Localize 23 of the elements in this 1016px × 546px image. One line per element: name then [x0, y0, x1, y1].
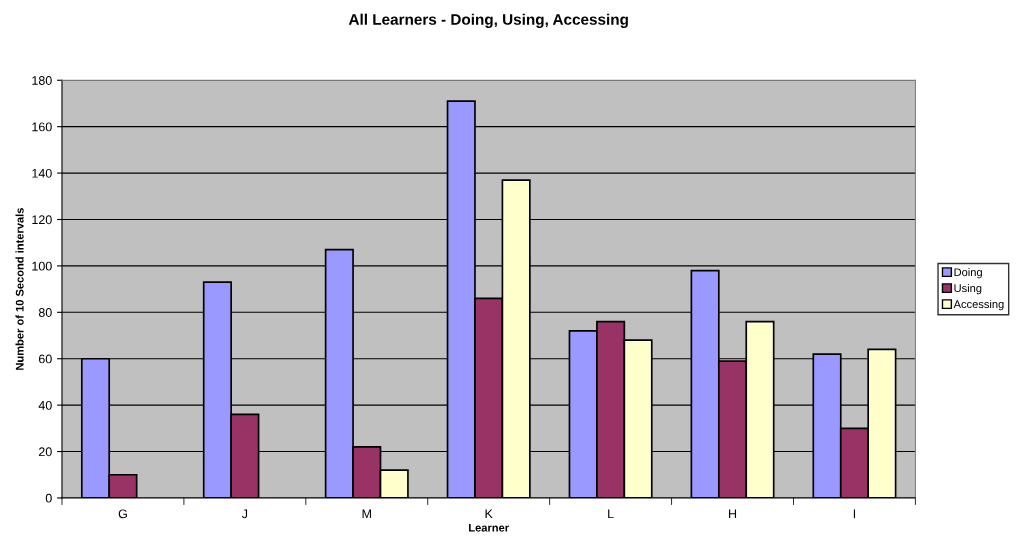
x-tick-label: I	[853, 509, 856, 519]
y-tick-label: 80	[38, 308, 52, 317]
y-tick-label: 40	[38, 400, 52, 410]
legend-label: Accessing	[953, 299, 1004, 311]
x-axis-title: Learner	[469, 523, 509, 532]
x-tick-label: G	[118, 509, 127, 519]
y-tick-label: 100	[32, 261, 52, 271]
y-tick-label: 0	[45, 493, 52, 503]
y-tick-label: 180	[32, 76, 52, 85]
y-axis-title: Number of 10 Second intervals	[15, 208, 24, 370]
y-tick-label: 20	[38, 447, 52, 457]
x-tick-label: L	[608, 509, 614, 519]
x-tick-label: K	[485, 509, 493, 519]
x-tick-label: J	[241, 509, 248, 519]
legend-label: Using	[954, 283, 982, 295]
y-tick-label: 60	[38, 354, 52, 364]
x-tick-label: M	[362, 509, 371, 519]
y-tick-label: 140	[32, 168, 52, 178]
y-tick-label: 120	[32, 215, 52, 225]
y-tick-label: 160	[32, 122, 52, 132]
chart-title: All Learners - Doing, Using, Accessing	[348, 13, 628, 28]
x-tick-label: H	[729, 509, 737, 519]
legend-label: Doing	[954, 267, 982, 279]
